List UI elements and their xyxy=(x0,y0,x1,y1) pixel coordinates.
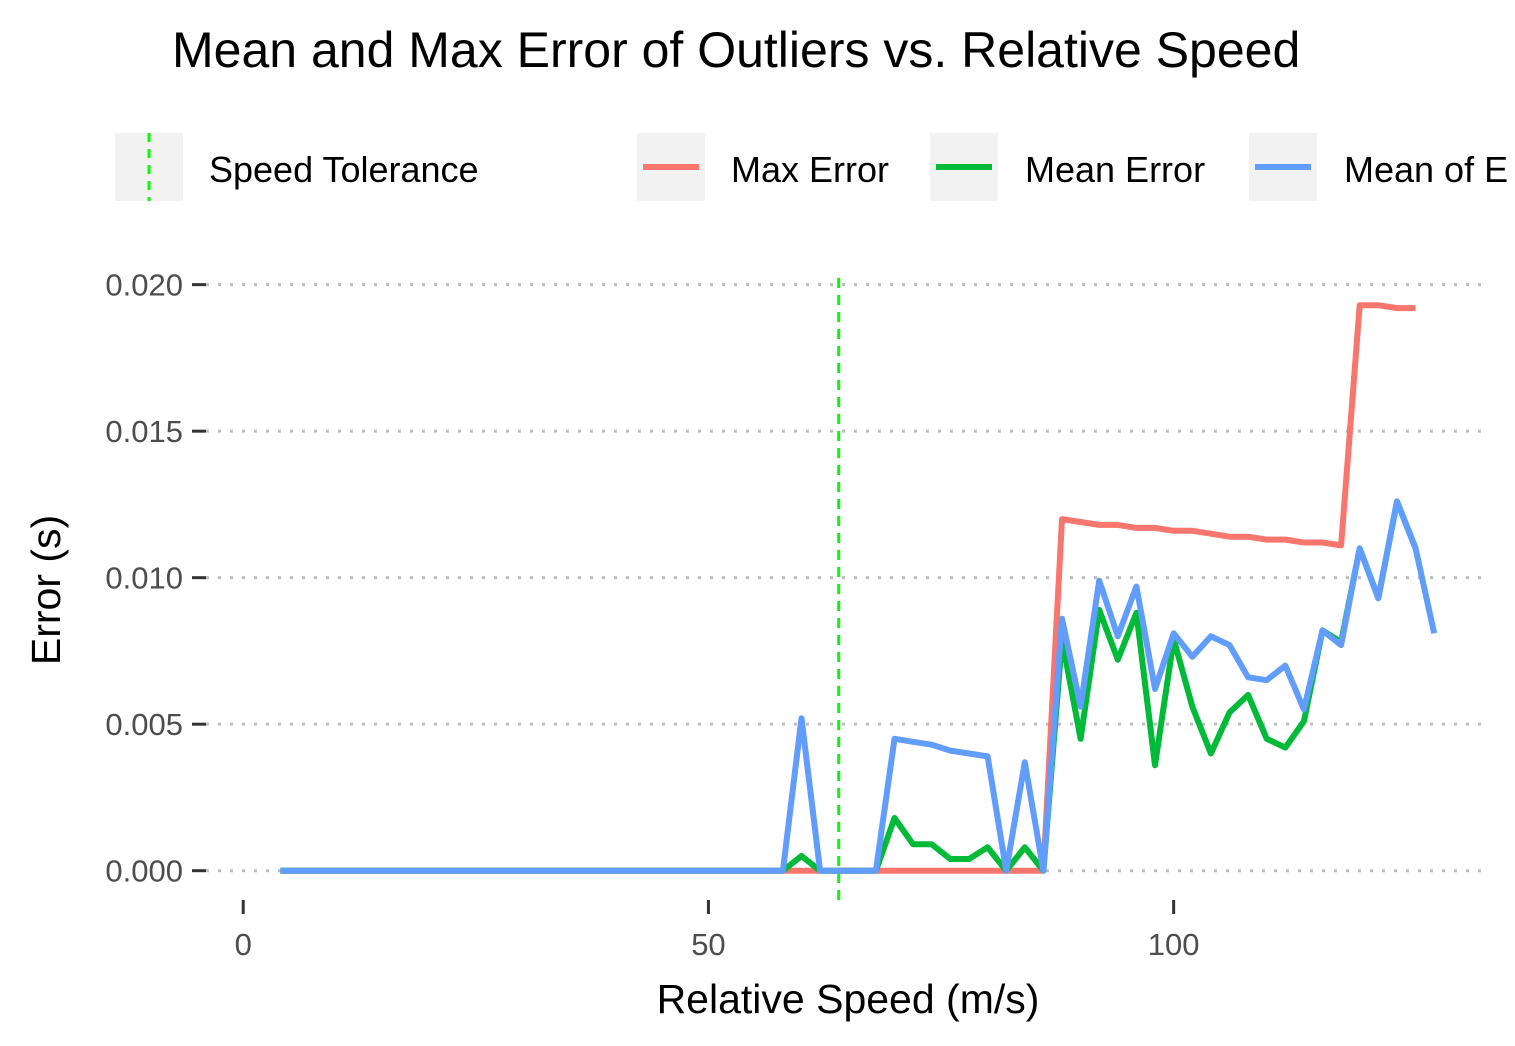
y-axis: 0.000 0.005 0.010 0.015 0.020 xyxy=(105,268,206,889)
y-tick-label: 0.000 xyxy=(105,854,183,889)
series-line-mean-of-e xyxy=(280,498,1438,874)
legend-item-max-error: Max Error xyxy=(637,133,889,201)
x-tick-label: 100 xyxy=(1148,927,1200,962)
series-line-mean-error xyxy=(280,498,1419,874)
x-axis-title: Relative Speed (m/s) xyxy=(657,976,1040,1022)
legend-label-max-error: Max Error xyxy=(731,149,889,190)
legend-item-speed-tolerance: Speed Tolerance xyxy=(115,133,479,201)
x-axis: 0 50 100 xyxy=(235,900,1200,962)
legend-item-mean-error: Mean Error xyxy=(930,133,1205,201)
y-tick-label: 0.020 xyxy=(105,268,183,303)
y-tick-label: 0.015 xyxy=(105,414,183,449)
gridlines xyxy=(206,283,1490,873)
y-tick-label: 0.005 xyxy=(105,707,183,742)
y-axis-title: Error (s) xyxy=(23,515,69,665)
chart-title: Mean and Max Error of Outliers vs. Relat… xyxy=(172,22,1300,78)
legend-label-speed-tolerance: Speed Tolerance xyxy=(209,149,479,190)
x-tick-label: 0 xyxy=(235,927,252,962)
series-lines xyxy=(280,302,1438,874)
series-line-max-error xyxy=(280,302,1416,874)
legend-item-mean-of-e: Mean of E xyxy=(1249,133,1508,201)
legend: Speed Tolerance Max Error Mean Error Mea… xyxy=(115,133,1508,201)
legend-label-mean-error: Mean Error xyxy=(1025,149,1205,190)
x-tick-label: 50 xyxy=(691,927,725,962)
y-tick-label: 0.010 xyxy=(105,561,183,596)
legend-label-mean-of-e: Mean of E xyxy=(1344,149,1508,190)
